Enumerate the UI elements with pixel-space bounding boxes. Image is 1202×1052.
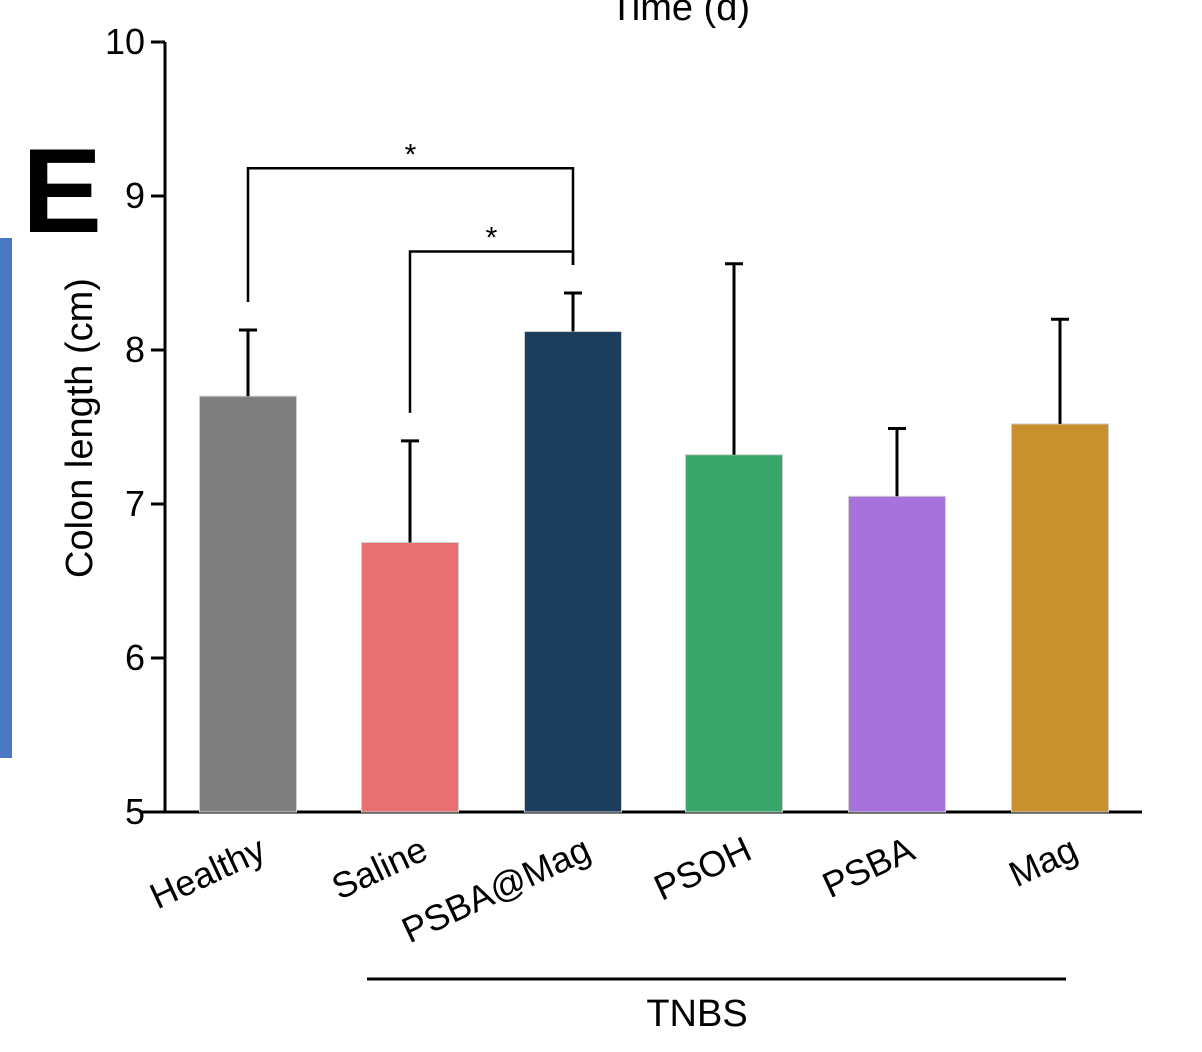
x-tick-label: PSBA (816, 828, 920, 906)
x-tick-label: Saline (325, 828, 433, 907)
x-tick-label: Healthy (143, 828, 271, 917)
bar-psba (848, 495, 946, 813)
axes: 5 6 7 8 9 10 (105, 21, 1142, 832)
bar-psba-mag (524, 331, 622, 813)
significance-bracket (408, 250, 575, 413)
bars (199, 331, 1109, 813)
top-cut-text: Time (d) (610, 0, 750, 29)
left-image-strip (0, 238, 12, 758)
y-tick-label: 8 (125, 329, 145, 370)
y-axis-title: Colon length (cm) (59, 278, 101, 578)
y-tick-label: 5 (125, 791, 145, 832)
bar-mag (1011, 423, 1109, 813)
y-tick-label: 6 (125, 637, 145, 678)
y-tick-label: 10 (105, 21, 145, 62)
significance-star: * (486, 221, 498, 254)
panel-letter: E (22, 124, 102, 258)
x-tick-label: Mag (1003, 828, 1084, 895)
bar-healthy (199, 395, 297, 813)
bar-psoh (685, 454, 783, 813)
significance-brackets: ** (246, 138, 575, 413)
significance-star: * (405, 138, 417, 171)
x-tick-label: PSOH (648, 828, 758, 908)
group-label: TNBS (646, 993, 747, 1035)
x-tick-label: PSBA@Mag (395, 828, 596, 951)
y-tick-label: 7 (125, 483, 145, 524)
error-bars (239, 262, 1069, 543)
y-tick-label: 9 (125, 175, 145, 216)
significance-bracket (246, 167, 575, 302)
bar-saline (361, 542, 459, 813)
